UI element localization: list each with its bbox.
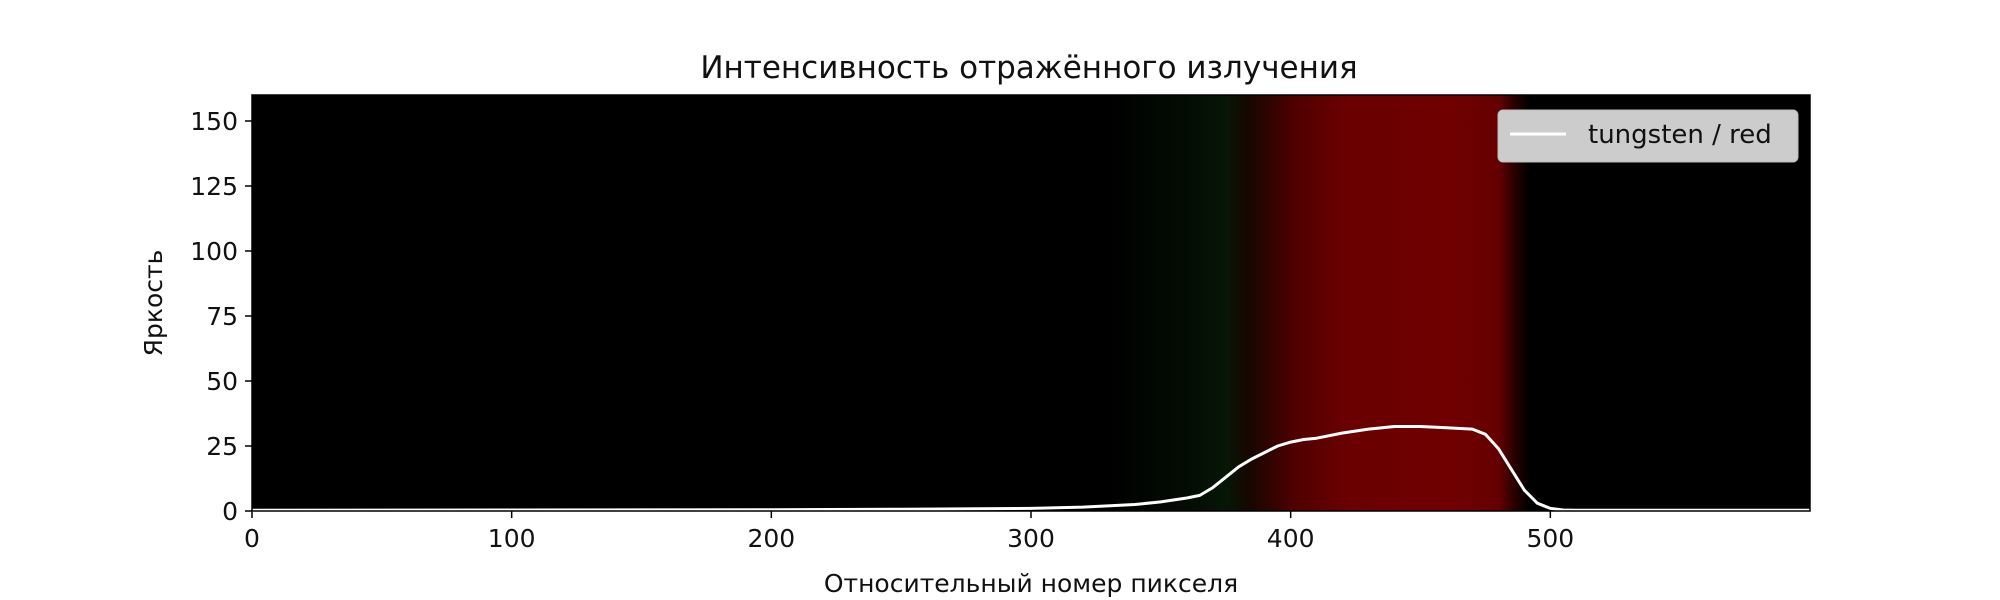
y-tick-label: 150 — [190, 107, 238, 136]
plot-background — [252, 95, 1810, 511]
y-axis-ticks: 0 25 50 75 100 125 150 — [190, 107, 252, 526]
x-tick-label: 200 — [747, 524, 795, 553]
x-tick-label: 400 — [1267, 524, 1315, 553]
legend-label: tungsten / red — [1588, 120, 1772, 150]
legend-box — [1497, 109, 1799, 163]
x-tick-label: 0 — [244, 524, 260, 553]
chart-title: Интенсивность отражённого излучения — [700, 50, 1357, 86]
y-tick-label: 125 — [190, 172, 238, 201]
x-axis-label: Относительный номер пикселя — [824, 569, 1238, 598]
y-tick-label: 75 — [206, 302, 238, 331]
y-tick-label: 100 — [190, 237, 238, 266]
x-tick-label: 300 — [1007, 524, 1055, 553]
x-tick-label: 500 — [1526, 524, 1574, 553]
x-axis-ticks: 0 100 200 300 400 500 — [244, 511, 1574, 553]
series-line-tungsten-red — [251, 425, 1810, 512]
y-axis-label: Яркость — [139, 250, 168, 357]
plot-frame — [251, 94, 1811, 512]
y-tick-label: 50 — [206, 367, 238, 396]
x-tick-label: 100 — [488, 524, 536, 553]
legend: tungsten / red — [1497, 109, 1799, 163]
y-tick-label: 0 — [222, 497, 238, 526]
y-tick-label: 25 — [206, 432, 238, 461]
